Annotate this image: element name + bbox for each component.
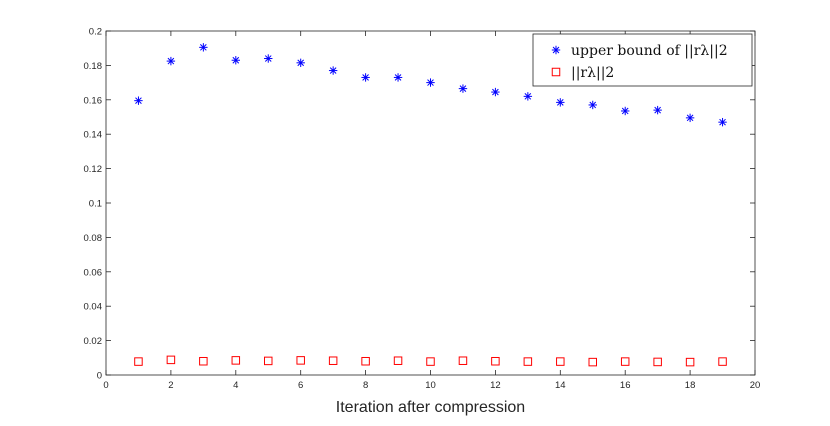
upper-bound-point xyxy=(199,43,208,52)
x-tick-label: 20 xyxy=(750,380,761,391)
upper-bound-point xyxy=(523,92,533,101)
y-tick-label: 0.02 xyxy=(84,336,103,347)
y-tick-label: 0.16 xyxy=(84,95,103,106)
residual-norm-point xyxy=(264,356,273,366)
residual-norm-point xyxy=(491,356,500,366)
residual-norm-point xyxy=(361,356,370,366)
y-tick-label: 0.14 xyxy=(84,130,103,141)
legend: upper bound of ||rλ||2 ||rλ||2 xyxy=(532,33,753,87)
legend-marker-residual-norm xyxy=(551,67,561,77)
legend-marker-upper-bound xyxy=(551,45,561,55)
residual-norm-point xyxy=(231,356,241,365)
x-axis-label: Iteration after compression xyxy=(336,399,525,416)
x-tick-label: 0 xyxy=(103,380,108,391)
upper-bound-point xyxy=(264,54,273,63)
y-tick-label: 0.06 xyxy=(84,267,103,278)
x-tick-label: 8 xyxy=(363,380,368,391)
upper-bound-point xyxy=(426,78,435,87)
legend-square xyxy=(551,67,561,77)
x-tick-label: 18 xyxy=(685,380,696,391)
residual-norm-point xyxy=(296,356,305,365)
residual-norm-point xyxy=(134,357,143,366)
y-tick-label: 0.18 xyxy=(84,61,103,72)
y-tick-label: 0.1 xyxy=(89,199,102,210)
upper-bound-point xyxy=(685,113,695,123)
upper-bound-point xyxy=(653,105,662,115)
upper-bound-point xyxy=(166,56,176,66)
legend-box xyxy=(532,33,753,87)
upper-bound-point xyxy=(296,58,305,68)
residual-norm-point xyxy=(328,356,338,365)
upper-bound-point xyxy=(491,87,500,97)
x-tick-label: 16 xyxy=(620,380,631,391)
residual-norm-point xyxy=(199,356,208,366)
residual-norm-point xyxy=(458,356,468,365)
legend-label-upper-bound: upper bound of ||rλ||2 xyxy=(571,43,728,59)
y-tick-label: 0.12 xyxy=(84,164,103,175)
x-tick-label: 4 xyxy=(233,380,238,391)
residual-norm-point xyxy=(653,357,662,367)
residual-norm-point xyxy=(523,357,533,366)
axes-layer: 0 2 4 6 8 10 12 14 16 18 20 0 0.02 0.04 0.06 0.08 0.1 0.1… xyxy=(84,27,761,392)
upper-bound-point xyxy=(393,73,403,82)
x-tick-label: 14 xyxy=(555,380,566,391)
upper-bound-point xyxy=(231,56,240,65)
upper-bound-point xyxy=(328,66,338,75)
legend-asterisk xyxy=(551,45,561,55)
residual-norm-point xyxy=(166,355,176,365)
upper-bound-point xyxy=(361,73,370,82)
x-tick-label: 10 xyxy=(425,380,436,391)
residual-norm-point xyxy=(588,357,597,367)
y-tick-label: 0.2 xyxy=(89,27,102,38)
plot-area xyxy=(105,30,756,376)
x-tick-label: 12 xyxy=(490,380,501,391)
residual-norm-point xyxy=(426,357,435,366)
upper-bound-point xyxy=(588,100,597,110)
residual-norm-point xyxy=(393,356,403,365)
residual-norm-point xyxy=(620,357,630,366)
residual-norm-point xyxy=(685,357,695,367)
y-tick-label: 0.04 xyxy=(84,302,103,313)
x-tick-label: 2 xyxy=(168,380,173,391)
upper-bound-point xyxy=(134,96,143,105)
marks-layer xyxy=(134,43,727,367)
upper-bound-point xyxy=(718,117,727,127)
upper-bound-point xyxy=(556,98,565,107)
upper-bound-point xyxy=(621,106,630,116)
x-tick-label: 6 xyxy=(298,380,303,391)
y-tick-label: 0.08 xyxy=(84,233,103,244)
upper-bound-point xyxy=(458,84,468,93)
residual-norm-point xyxy=(556,357,565,366)
y-tick-label: 0 xyxy=(97,371,102,382)
legend-label-residual-norm: ||rλ||2 xyxy=(571,65,614,81)
residual-norm-point xyxy=(718,357,727,366)
